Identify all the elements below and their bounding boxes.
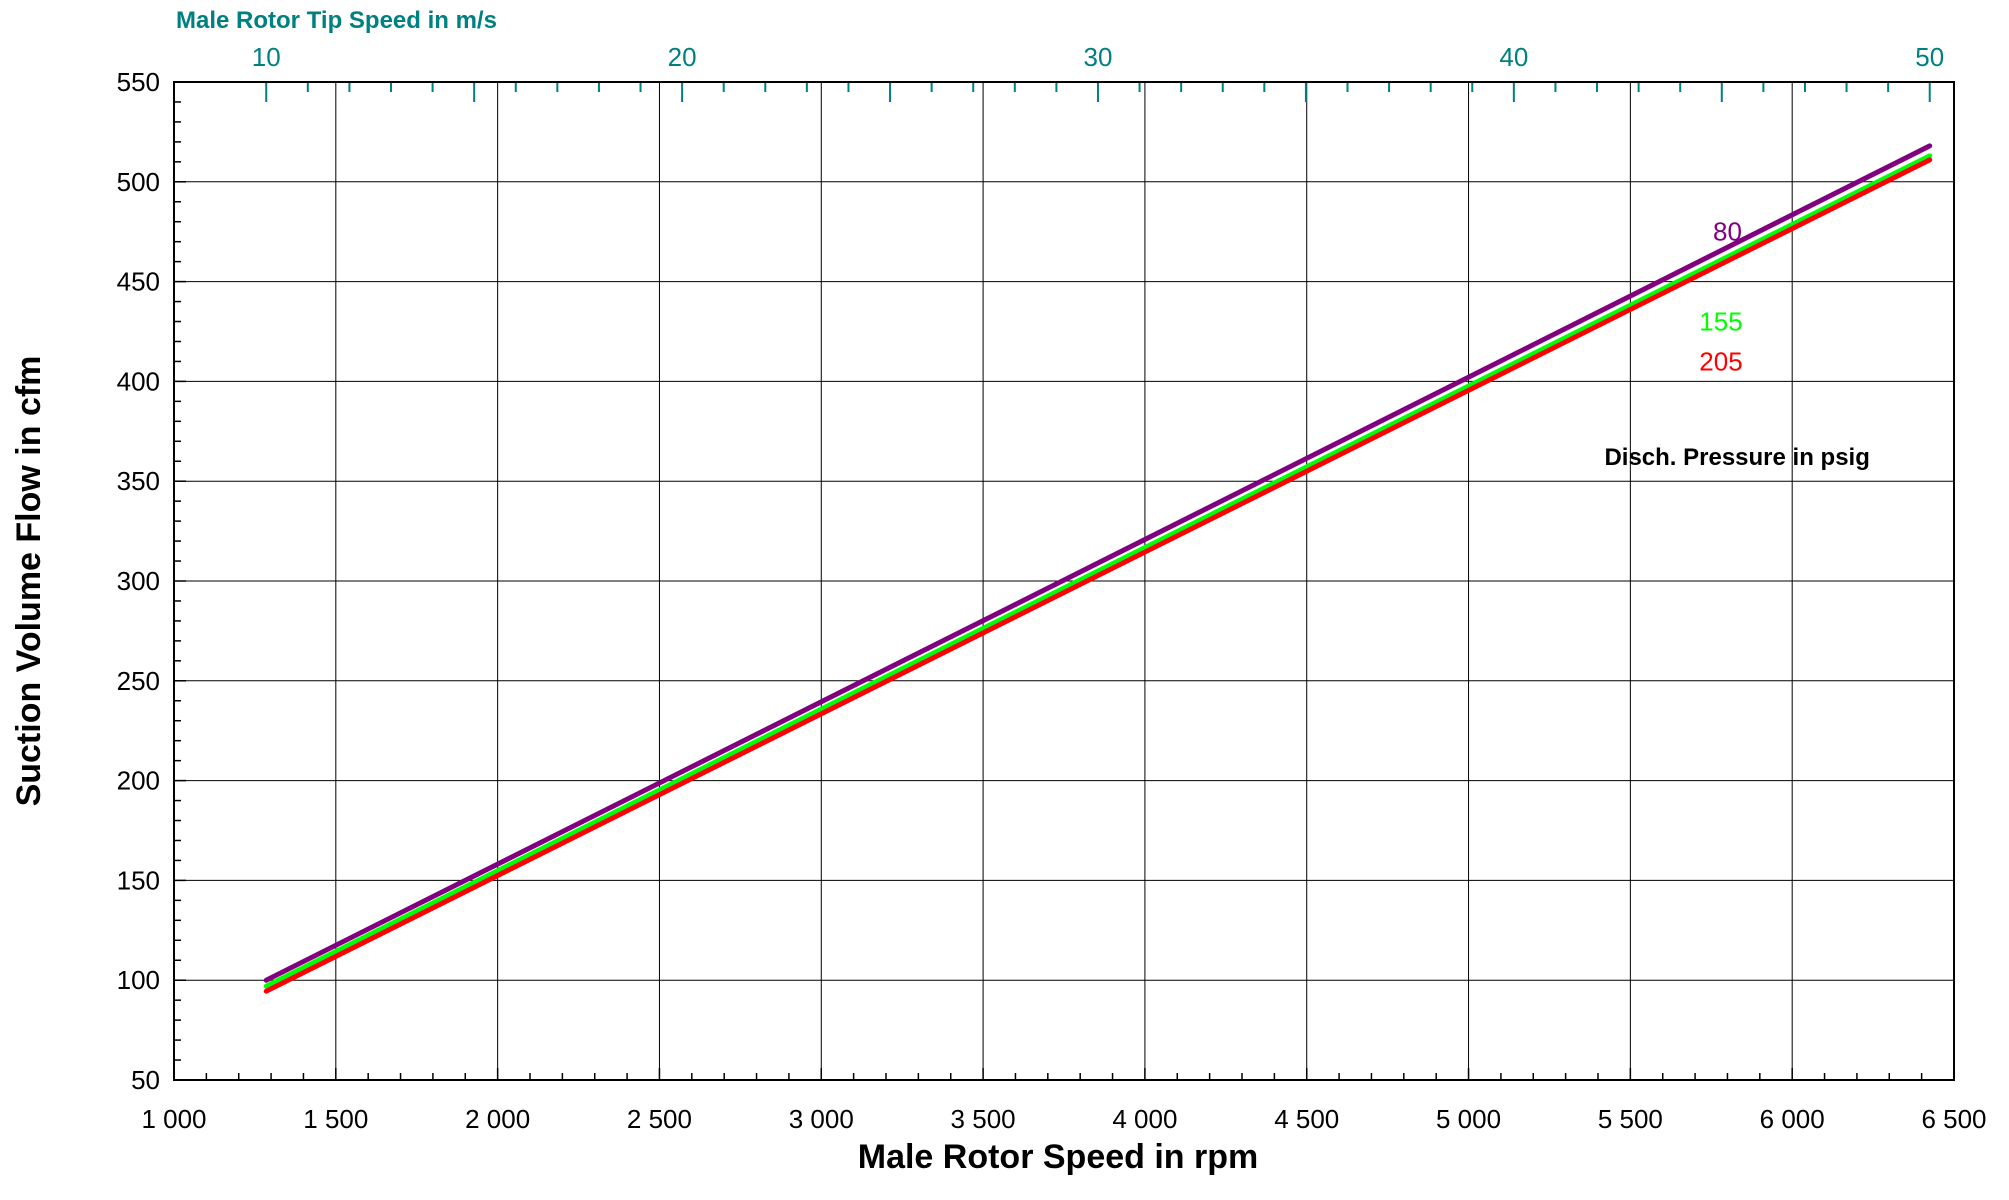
y-tick-label: 400 [117,366,160,396]
y-tick-label: 50 [131,1065,160,1095]
top-tick-label: 30 [1084,42,1113,72]
plot-frame [173,81,1955,1081]
y-tick-label: 200 [117,766,160,796]
x-tick-label: 6 000 [1760,1104,1825,1134]
x-tick-label: 5 000 [1436,1104,1501,1134]
series-labels: 80 155 205 [1699,217,1742,377]
top-tick-label: 50 [1915,42,1944,72]
x-tick-label: 2 500 [627,1104,692,1134]
x-tick-label: 1 500 [303,1104,368,1134]
y-tick-labels: 50 100 150 200 250 300 350 400 450 500 550 [117,67,160,1095]
series-line-155 [263,153,1933,989]
y-tick-label: 500 [117,167,160,197]
top-axis: 10 20 30 40 50 [252,42,1944,102]
series-line-80 [263,143,1933,983]
y-tick-label: 350 [117,466,160,496]
y-tick-label: 100 [117,965,160,995]
series-line-205 [263,157,1933,994]
x-tick-label: 2 000 [465,1104,530,1134]
y-tick-label: 250 [117,666,160,696]
y-axis-title: Suction Volume Flow in cfm [10,356,48,807]
x-axis-title: Male Rotor Speed in rpm [858,1138,1259,1176]
top-axis-title: Male Rotor Tip Speed in m/s [176,7,497,34]
minor-ticks [173,81,1955,1081]
legend-title: Disch. Pressure in psig [1604,444,1869,471]
top-tick-label: 40 [1499,42,1528,72]
x-tick-label: 1 000 [141,1104,206,1134]
x-tick-label: 4 500 [1274,1104,1339,1134]
y-tick-label: 450 [117,267,160,297]
x-tick-label: 5 500 [1598,1104,1663,1134]
x-tick-labels: 1 000 1 500 2 000 2 500 3 000 3 500 4 000 4 500… [141,1104,1986,1134]
top-tick-label: 20 [668,42,697,72]
top-tick-label: 10 [252,42,281,72]
x-tick-label: 3 000 [789,1104,854,1134]
y-tick-label: 300 [117,566,160,596]
y-tick-label: 550 [117,67,160,97]
x-tick-label: 3 500 [951,1104,1016,1134]
y-tick-label: 150 [117,865,160,895]
series-lines [263,143,1933,994]
series-label-80: 80 [1713,217,1742,247]
series-label-155: 155 [1699,307,1742,337]
x-tick-label: 6 500 [1921,1104,1986,1134]
series-label-205: 205 [1699,346,1742,376]
x-tick-label: 4 000 [1112,1104,1177,1134]
